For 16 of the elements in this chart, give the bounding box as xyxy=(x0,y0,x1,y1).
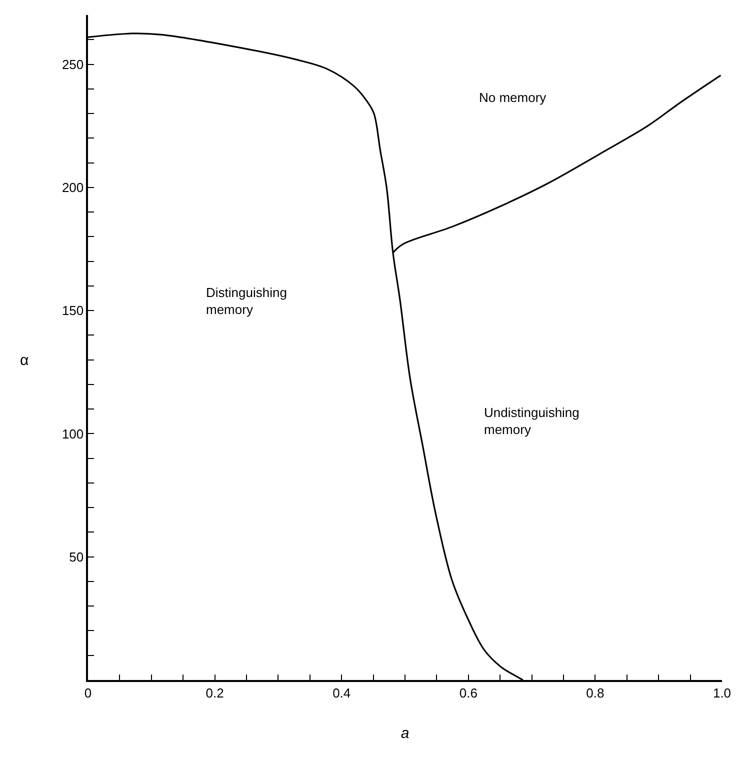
annotation: Undistinguishing memory xyxy=(484,405,580,437)
x-tick-label: 0.4 xyxy=(332,685,351,700)
y-tick-label: 50 xyxy=(69,549,84,564)
x-tick-label: 0 xyxy=(84,685,92,700)
annotation: No memory xyxy=(479,90,547,105)
y-tick-label: 250 xyxy=(62,56,84,72)
x-tick-label: 0.6 xyxy=(459,685,478,700)
annotation: Distinguishing memory xyxy=(206,285,287,317)
x-axis-title: a xyxy=(400,724,410,742)
y-tick-label: 150 xyxy=(62,303,84,318)
y-tick-label: 100 xyxy=(62,426,84,442)
y-tick-label: 200 xyxy=(62,180,84,195)
x-tick-label: 0.2 xyxy=(206,685,224,700)
x-tick-label: 1.0 xyxy=(712,685,732,700)
y-axis-title: α xyxy=(20,352,29,369)
x-tick-label: 0.8 xyxy=(586,685,604,700)
